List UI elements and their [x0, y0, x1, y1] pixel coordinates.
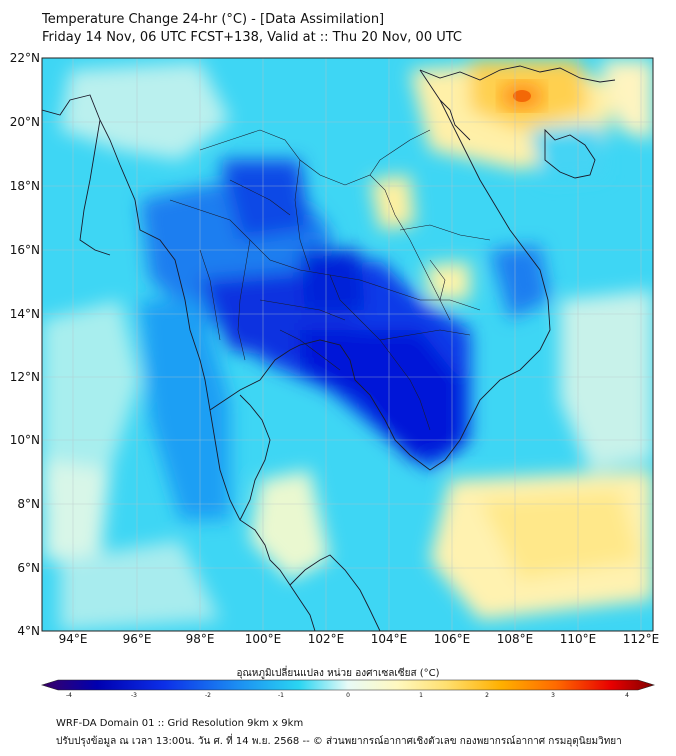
colorbar: [40, 679, 656, 691]
lat-label: 14°N: [9, 307, 40, 321]
lat-label: 16°N: [9, 243, 40, 257]
lon-label: 110°E: [559, 632, 597, 646]
lat-label: 6°N: [17, 561, 40, 575]
lat-label: 8°N: [17, 497, 40, 511]
lon-label: 94°E: [58, 632, 88, 646]
lon-label: 106°E: [433, 632, 471, 646]
colorbar-tick: 0: [346, 692, 350, 699]
colorbar-tick: -4: [66, 692, 72, 699]
colorbar-tick: 4: [625, 692, 629, 699]
colorbar-tick: 1: [419, 692, 423, 699]
footer-resolution: WRF-DA Domain 01 :: Grid Resolution 9km …: [56, 718, 304, 729]
lat-label: 4°N: [17, 624, 40, 638]
map-frame: [41, 57, 654, 632]
footer-credit: ปรับปรุงข้อมูล ณ เวลา 13:00น. วัน ศ. ที่…: [56, 736, 622, 747]
colorbar-tick: -1: [278, 692, 284, 699]
admin-borders: [169, 129, 491, 431]
colorbar-tick: 2: [485, 692, 489, 699]
lon-label: 98°E: [185, 632, 215, 646]
lon-label: 108°E: [496, 632, 534, 646]
lon-label: 112°E: [622, 632, 660, 646]
lat-label: 18°N: [9, 179, 40, 193]
lat-label: 22°N: [9, 51, 40, 65]
lon-label: 104°E: [370, 632, 408, 646]
colorbar-title: อุณหภูมิเปลี่ยนแปลง หน่วย องศาเซลเซียส (…: [236, 668, 440, 679]
lon-label: 96°E: [122, 632, 152, 646]
graticule: [42, 58, 653, 631]
chart-subtitle: Friday 14 Nov, 06 UTC FCST+138, Valid at…: [42, 30, 462, 45]
colorbar-tick: -2: [205, 692, 211, 699]
lat-label: 20°N: [9, 115, 40, 129]
lat-label: 10°N: [9, 433, 40, 447]
lon-label: 102°E: [307, 632, 345, 646]
chart-title: Temperature Change 24-hr (°C) - [Data As…: [42, 12, 385, 27]
lon-label: 100°E: [244, 632, 282, 646]
lat-label: 12°N: [9, 370, 40, 384]
colorbar-tick: -3: [131, 692, 137, 699]
coastlines: [42, 65, 616, 631]
temperature-field: [42, 58, 653, 631]
colorbar-tick: 3: [551, 692, 555, 699]
